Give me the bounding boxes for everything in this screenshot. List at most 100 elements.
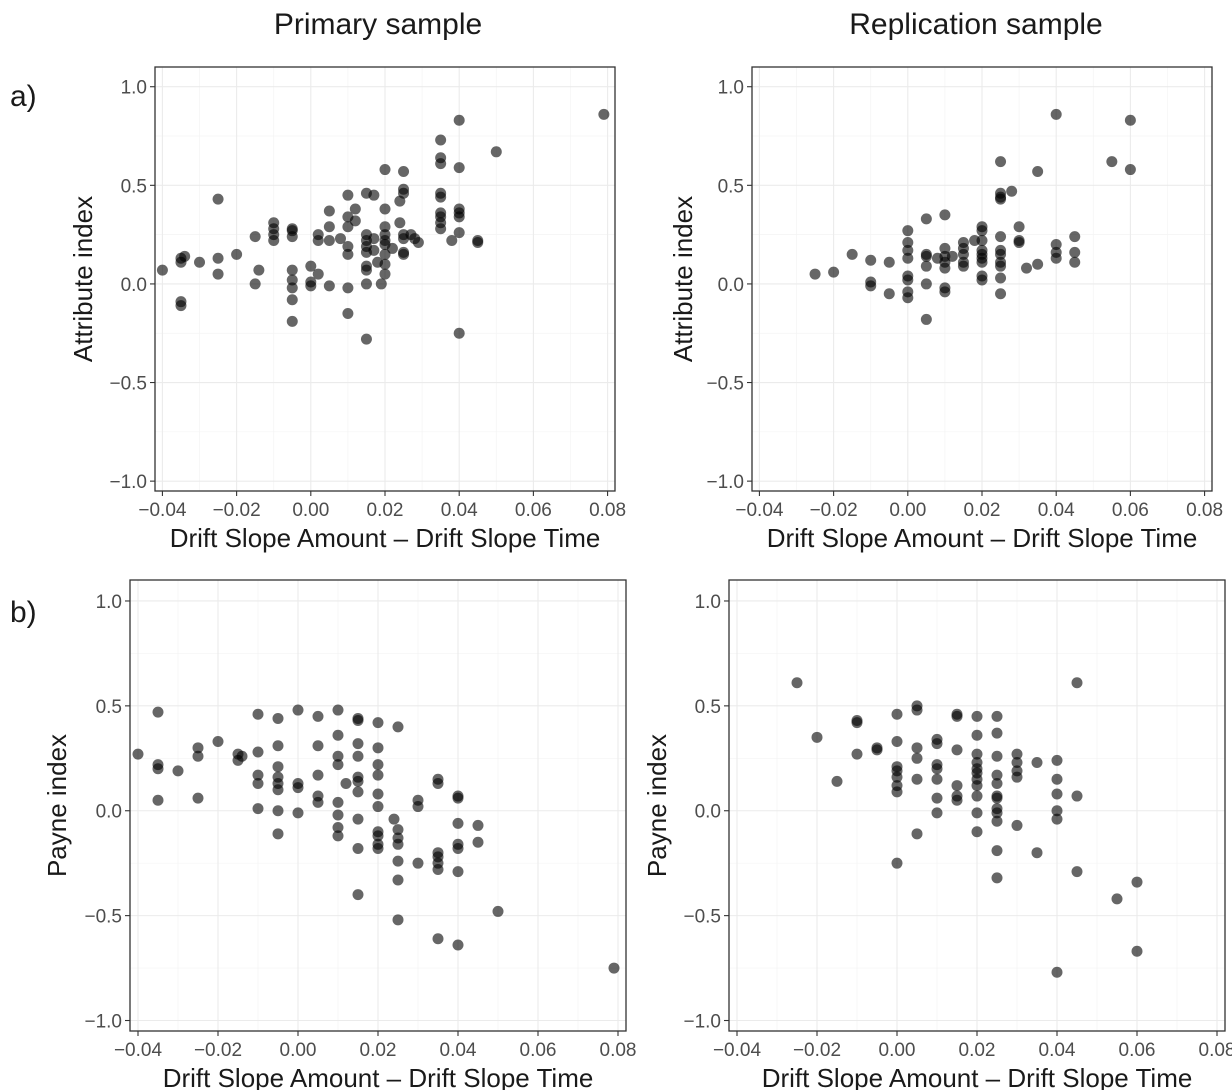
data-point <box>492 905 504 917</box>
y-tick-label: 1.0 <box>718 78 744 99</box>
data-point <box>340 777 352 789</box>
data-point <box>851 717 863 729</box>
data-point <box>1111 893 1123 905</box>
data-point <box>379 248 391 260</box>
data-point <box>368 233 380 245</box>
data-point <box>286 282 298 294</box>
x-tick-label: 0.02 <box>360 1040 397 1061</box>
column-title-replication: Replication sample <box>849 8 1102 41</box>
data-point <box>957 248 969 260</box>
data-point <box>1050 108 1062 120</box>
data-point <box>452 792 464 804</box>
data-point <box>286 223 298 235</box>
data-point <box>152 763 164 775</box>
data-point <box>332 830 344 842</box>
data-point <box>412 801 424 813</box>
data-point <box>1032 166 1044 178</box>
data-point <box>1050 252 1062 264</box>
data-point <box>272 805 284 817</box>
data-point <box>286 294 298 306</box>
data-point <box>360 333 372 345</box>
panel-border <box>129 579 627 1032</box>
y-tick-label: 0.0 <box>718 275 744 296</box>
data-point <box>1031 756 1043 768</box>
data-point <box>951 710 963 722</box>
x-tick-label: 0.06 <box>515 500 552 521</box>
data-point <box>352 889 364 901</box>
x-tick-label: −0.04 <box>735 500 784 521</box>
data-point <box>372 717 384 729</box>
data-point <box>323 221 335 233</box>
data-point <box>957 260 969 272</box>
y-axis-title: Attribute index <box>668 196 698 362</box>
y-axis-title: Payne index <box>642 734 672 877</box>
data-point <box>272 828 284 840</box>
data-point <box>1071 677 1083 689</box>
data-point <box>305 260 317 272</box>
data-point <box>995 231 1007 243</box>
data-point <box>323 205 335 217</box>
data-point <box>1124 114 1136 126</box>
x-tick-label: 0.08 <box>600 1040 637 1061</box>
data-point <box>252 777 264 789</box>
data-point <box>1051 754 1063 766</box>
data-point <box>312 740 324 752</box>
data-point <box>931 807 943 819</box>
data-point <box>253 264 265 276</box>
data-point <box>152 794 164 806</box>
data-point <box>452 817 464 829</box>
data-point <box>323 235 335 247</box>
data-point <box>991 777 1003 789</box>
x-tick-label: −0.04 <box>138 500 187 521</box>
data-point <box>1124 164 1136 176</box>
data-point <box>435 223 447 235</box>
data-point <box>1131 945 1143 957</box>
data-point <box>846 248 858 260</box>
data-point <box>976 235 988 247</box>
scatter-panel-2: −0.04 −0.02 0.00 0.02 0.04 0.06 0.08 −1.0 −0.5 0.… <box>668 66 1223 553</box>
data-point <box>598 108 610 120</box>
data-point <box>995 156 1007 168</box>
data-point <box>946 250 958 262</box>
data-point <box>360 264 372 276</box>
data-point <box>453 327 465 339</box>
data-point <box>490 146 502 158</box>
data-point <box>951 780 963 792</box>
x-tick-label: 0.04 <box>440 1040 477 1061</box>
data-point <box>372 830 384 842</box>
scatter-panel-1: −0.04 −0.02 0.00 0.02 0.04 0.06 0.08 −1.0 −0.5 0.… <box>68 66 626 553</box>
data-point <box>891 736 903 748</box>
data-point <box>1069 246 1081 258</box>
data-point <box>392 855 404 867</box>
data-point <box>995 272 1007 284</box>
x-tick-label: 0.06 <box>1119 1040 1156 1061</box>
data-point <box>991 750 1003 762</box>
data-point <box>286 231 298 243</box>
x-axis-title: Drift Slope Amount – Drift Slope Time <box>163 1063 594 1090</box>
data-point <box>432 863 444 875</box>
data-point <box>372 801 384 813</box>
data-point <box>332 809 344 821</box>
data-point <box>883 256 895 268</box>
data-point <box>352 738 364 750</box>
data-point <box>435 158 447 170</box>
data-point <box>194 256 206 268</box>
data-point <box>951 794 963 806</box>
data-point <box>388 813 400 825</box>
data-point <box>236 750 248 762</box>
y-tick-label: 1.0 <box>121 78 147 99</box>
x-tick-label: 0.08 <box>589 500 626 521</box>
data-point <box>951 744 963 756</box>
data-point <box>902 292 914 304</box>
y-tick-label: 0.5 <box>695 697 721 718</box>
x-tick-label: −0.04 <box>114 1040 163 1061</box>
data-point <box>392 721 404 733</box>
data-point <box>249 278 261 290</box>
x-tick-label: 0.08 <box>1186 500 1223 521</box>
data-point <box>971 780 983 792</box>
data-point <box>379 268 391 280</box>
data-point <box>1051 966 1063 978</box>
data-point <box>1051 805 1063 817</box>
data-point <box>368 244 380 256</box>
data-point <box>132 748 144 760</box>
